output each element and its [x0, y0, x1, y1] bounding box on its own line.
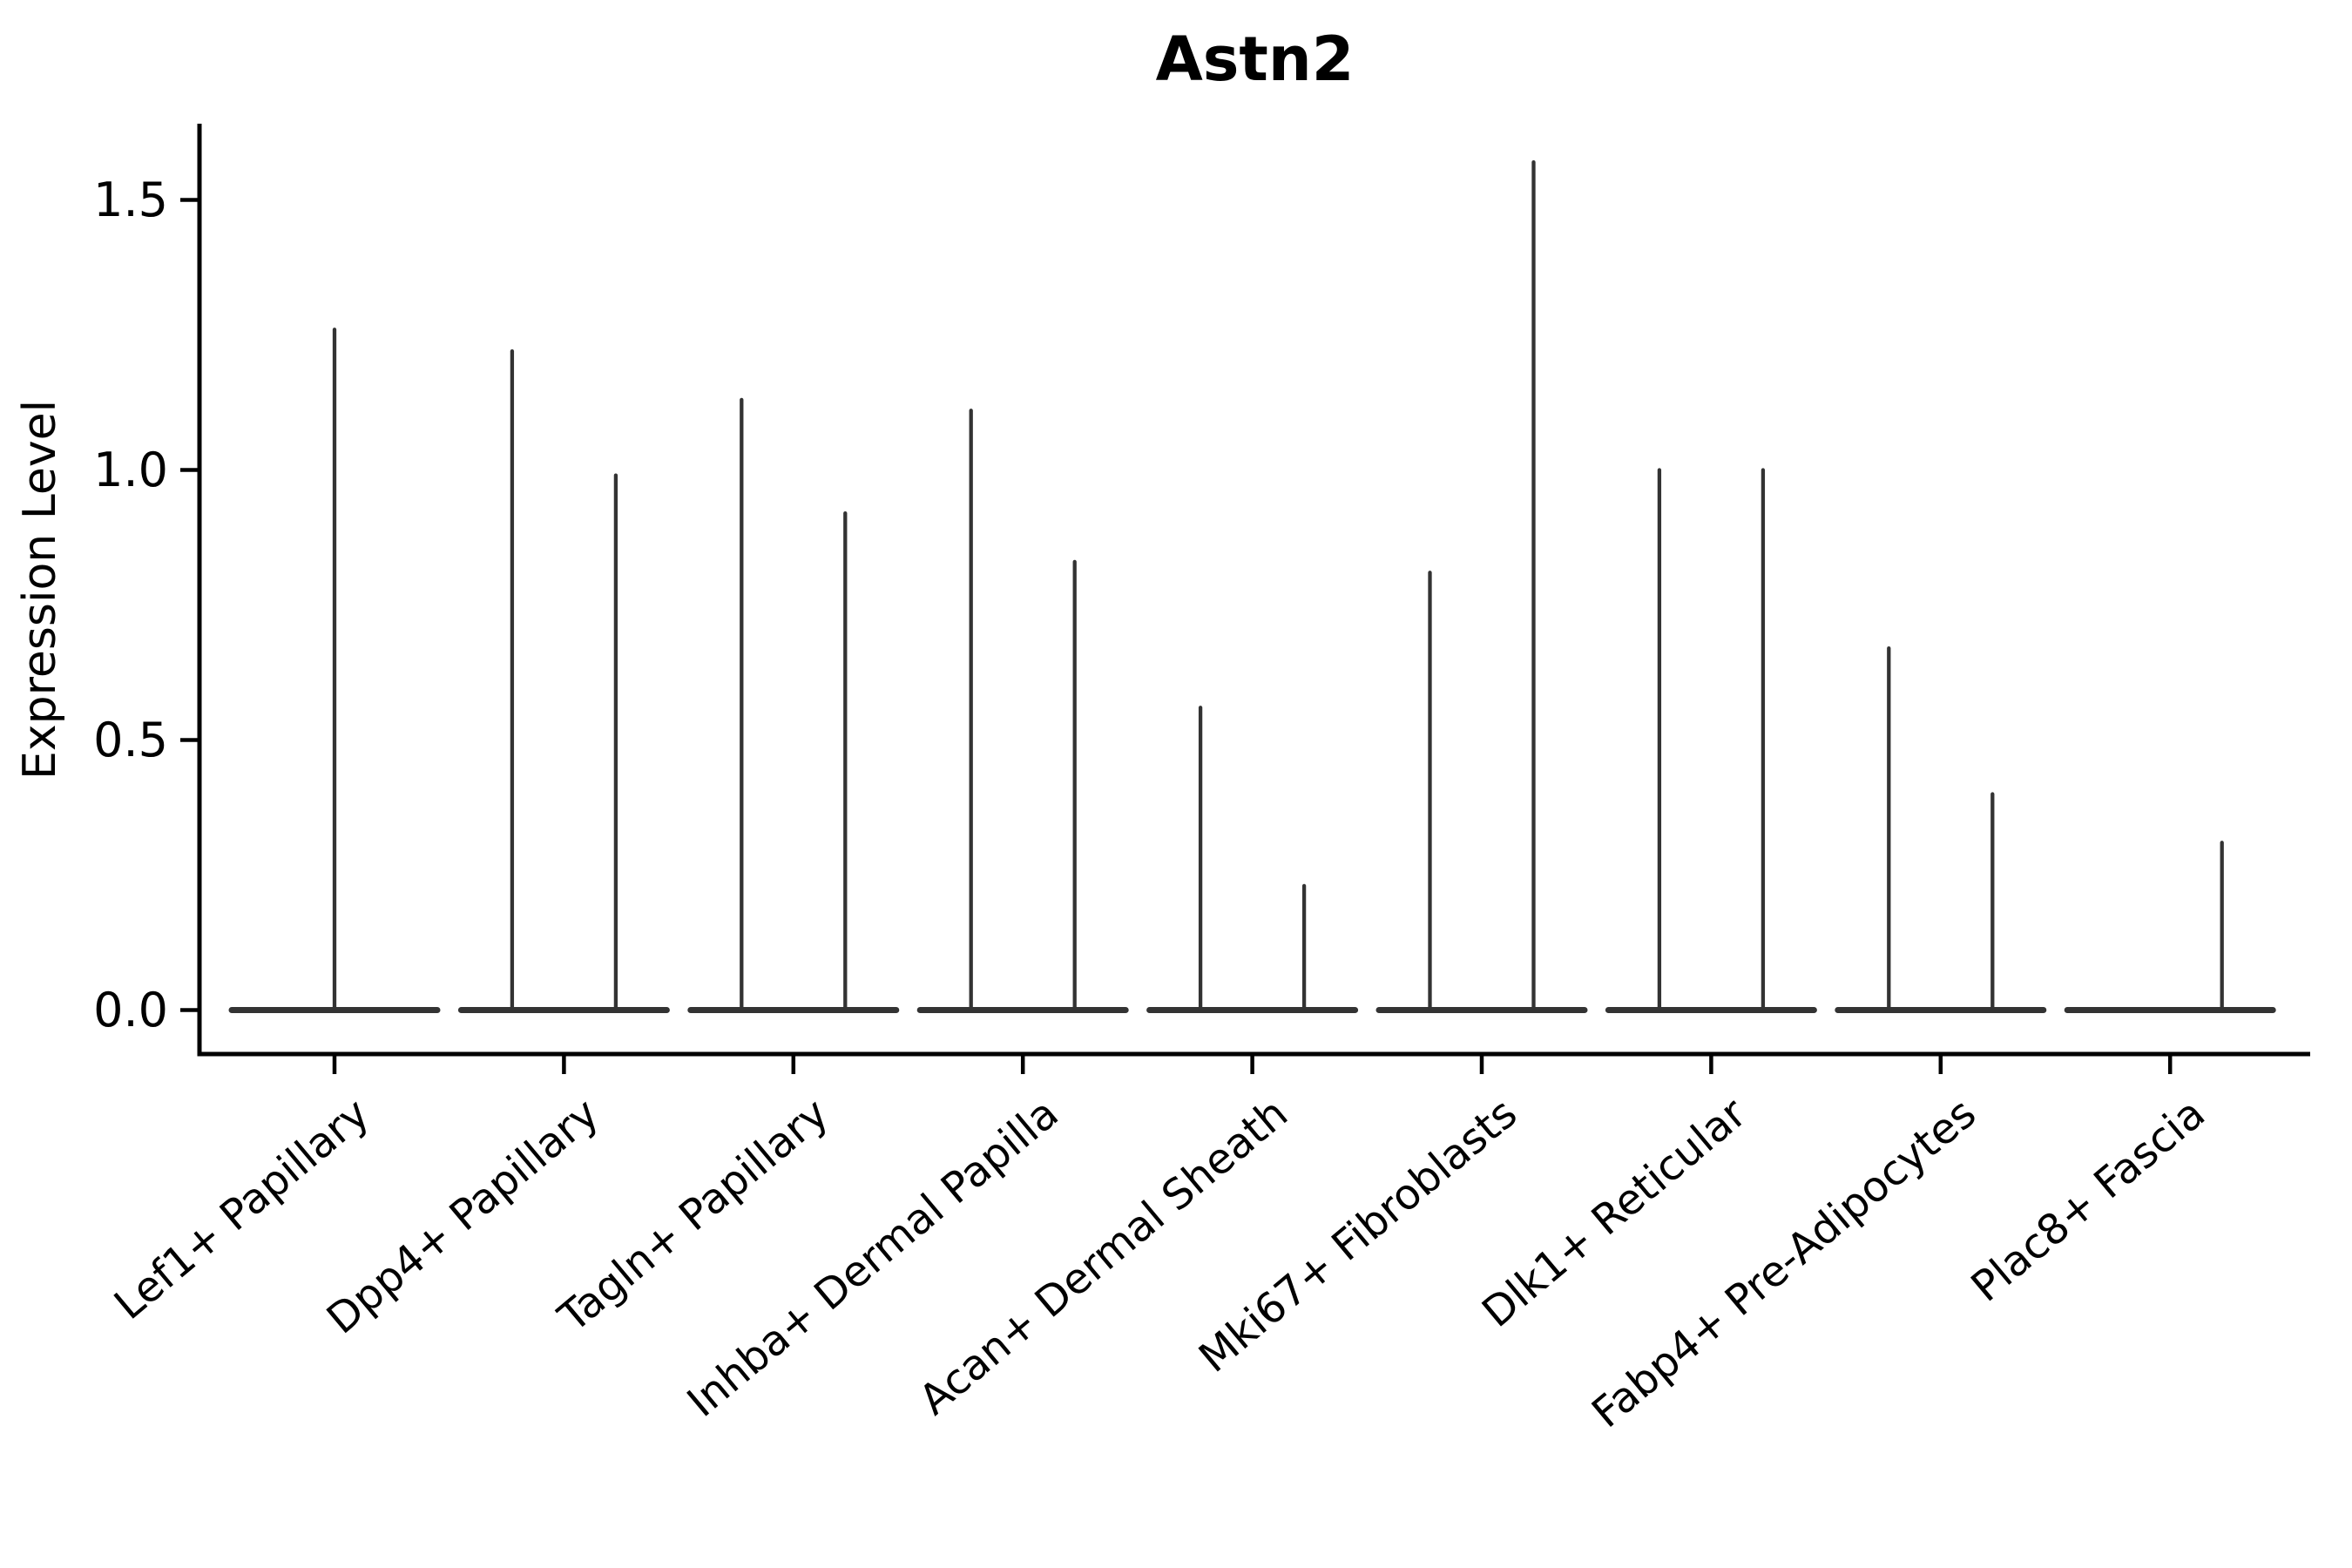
y-axis-label: Expression Level — [14, 399, 66, 781]
y-tick-label: 1.5 — [93, 172, 168, 227]
y-tick-label: 0.5 — [93, 712, 168, 767]
y-tick-label: 1.0 — [93, 442, 168, 497]
chart-title: Astn2 — [1155, 24, 1355, 95]
y-tick-label: 0.0 — [93, 982, 168, 1037]
